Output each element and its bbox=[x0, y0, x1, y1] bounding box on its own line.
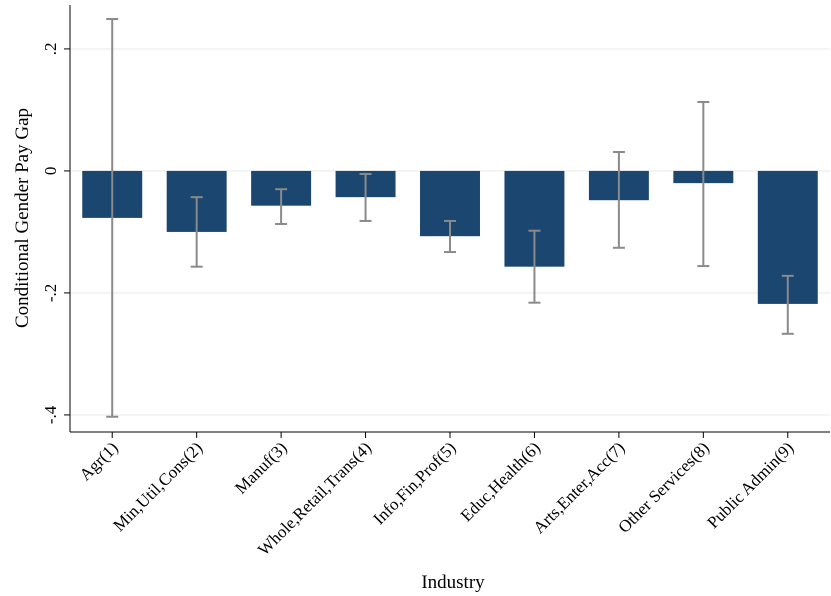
y-tick-label: 0 bbox=[41, 167, 60, 176]
x-tick-label: Agr(1) bbox=[76, 438, 122, 484]
y-tick-label: .2 bbox=[41, 43, 60, 56]
y-tick-label: -.4 bbox=[41, 405, 60, 424]
y-tick-label: -.2 bbox=[41, 284, 60, 302]
x-tick-label: Educ,Health(6) bbox=[457, 438, 544, 525]
x-tick-label: Manuf(3) bbox=[231, 438, 291, 498]
x-tick-label: Other Services(8) bbox=[614, 438, 713, 537]
y-axis-title: Conditional Gender Pay Gap bbox=[12, 108, 33, 328]
x-tick-label: Min,Util,Cons(2) bbox=[109, 438, 206, 535]
x-axis-title: Industry bbox=[421, 572, 485, 593]
x-tick-label: Info,Fin,Prof(5) bbox=[369, 438, 459, 528]
x-tick-label: Public Admin(9) bbox=[703, 438, 797, 532]
x-tick-label: Arts,Enter,Acc(7) bbox=[529, 438, 628, 537]
